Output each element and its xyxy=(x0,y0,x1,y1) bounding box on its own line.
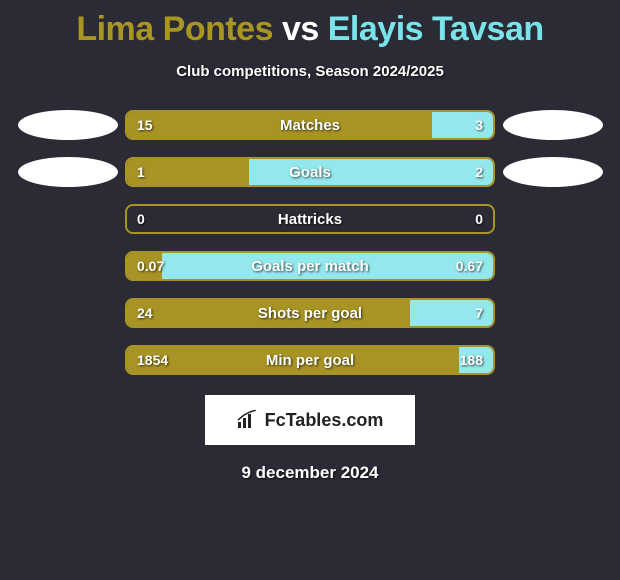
stat-bar: 1854188Min per goal xyxy=(125,345,495,375)
player2-ellipse-icon xyxy=(503,110,603,140)
left-indicator-slot xyxy=(10,110,125,140)
left-indicator-slot xyxy=(10,157,125,187)
stat-row: 153Matches xyxy=(10,110,610,140)
stat-label: Min per goal xyxy=(127,352,493,369)
brand-text: FcTables.com xyxy=(265,410,384,431)
subtitle: Club competitions, Season 2024/2025 xyxy=(0,63,620,80)
player1-ellipse-icon xyxy=(18,157,118,187)
player1-ellipse-icon xyxy=(18,110,118,140)
player2-ellipse-icon xyxy=(503,157,603,187)
stat-row: 247Shots per goal xyxy=(10,298,610,328)
stat-label: Matches xyxy=(127,117,493,134)
stat-label: Hattricks xyxy=(127,211,493,228)
vs-text: vs xyxy=(282,10,319,48)
stat-bar: 00Hattricks xyxy=(125,204,495,234)
stat-row: 1854188Min per goal xyxy=(10,345,610,375)
player1-name: Lima Pontes xyxy=(76,10,273,48)
brand-badge: FcTables.com xyxy=(205,395,415,445)
stat-bar: 12Goals xyxy=(125,157,495,187)
stat-bar: 247Shots per goal xyxy=(125,298,495,328)
stat-row: 0.070.67Goals per match xyxy=(10,251,610,281)
date-label: 9 december 2024 xyxy=(0,463,620,483)
stat-bar: 153Matches xyxy=(125,110,495,140)
player2-name: Elayis Tavsan xyxy=(328,10,544,48)
stat-row: 00Hattricks xyxy=(10,204,610,234)
chart-icon xyxy=(237,410,259,430)
stat-bar: 0.070.67Goals per match xyxy=(125,251,495,281)
right-indicator-slot xyxy=(495,110,610,140)
stat-label: Goals xyxy=(127,164,493,181)
right-indicator-slot xyxy=(495,157,610,187)
comparison-chart: 153Matches 12Goals 00Hattricks 0.070.67Goal… xyxy=(0,110,620,375)
page-title: Lima Pontes vs Elayis Tavsan xyxy=(0,0,620,49)
stat-label: Goals per match xyxy=(127,258,493,275)
stat-row: 12Goals xyxy=(10,157,610,187)
stat-label: Shots per goal xyxy=(127,305,493,322)
